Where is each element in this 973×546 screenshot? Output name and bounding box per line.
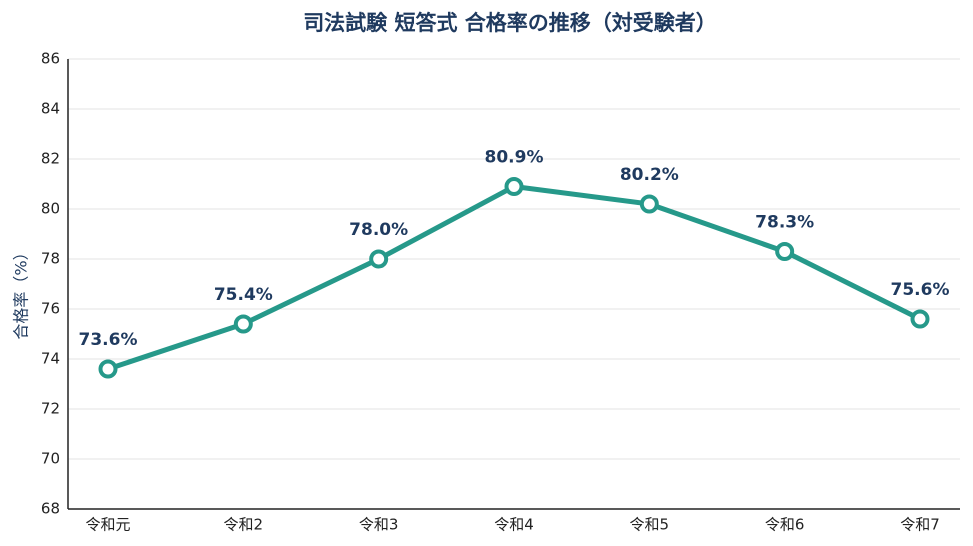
y-tick-label: 82	[41, 150, 60, 168]
x-tick-label: 令和7	[900, 516, 940, 534]
x-tick-label: 令和3	[359, 516, 399, 534]
data-label: 75.4%	[214, 285, 273, 305]
x-tick-label: 令和元	[85, 516, 130, 534]
y-tick-label: 86	[41, 50, 60, 68]
y-tick-label: 74	[41, 350, 60, 368]
y-tick-label: 70	[41, 450, 60, 468]
point	[910, 309, 930, 329]
y-tick-label: 68	[41, 500, 60, 518]
data-label: 78.3%	[755, 213, 814, 233]
y-tick-label: 72	[41, 400, 60, 418]
data-label: 78.0%	[349, 220, 408, 240]
y-tick-label: 80	[41, 200, 60, 218]
data-label: 80.2%	[620, 165, 679, 185]
x-tick-label: 令和5	[630, 516, 670, 534]
x-tick-label: 令和2	[224, 516, 264, 534]
point	[775, 242, 795, 261]
point	[233, 314, 253, 334]
y-axis-label: 合格率（%）	[12, 244, 31, 339]
point	[98, 359, 118, 379]
data-label: 80.9%	[485, 148, 544, 168]
x-tick-label: 令和6	[765, 516, 805, 534]
y-tick-label: 84	[41, 100, 60, 118]
y-tick-label: 76	[41, 300, 60, 318]
chart-title: 司法試験 短答式 合格率の推移（対受験者）	[303, 11, 717, 35]
point	[504, 177, 524, 196]
data-label: 75.6%	[891, 280, 950, 300]
data-label: 73.6%	[79, 330, 138, 350]
point	[639, 194, 659, 214]
y-tick-label: 78	[41, 250, 60, 268]
x-tick-label: 令和4	[494, 516, 534, 534]
point	[369, 249, 389, 269]
